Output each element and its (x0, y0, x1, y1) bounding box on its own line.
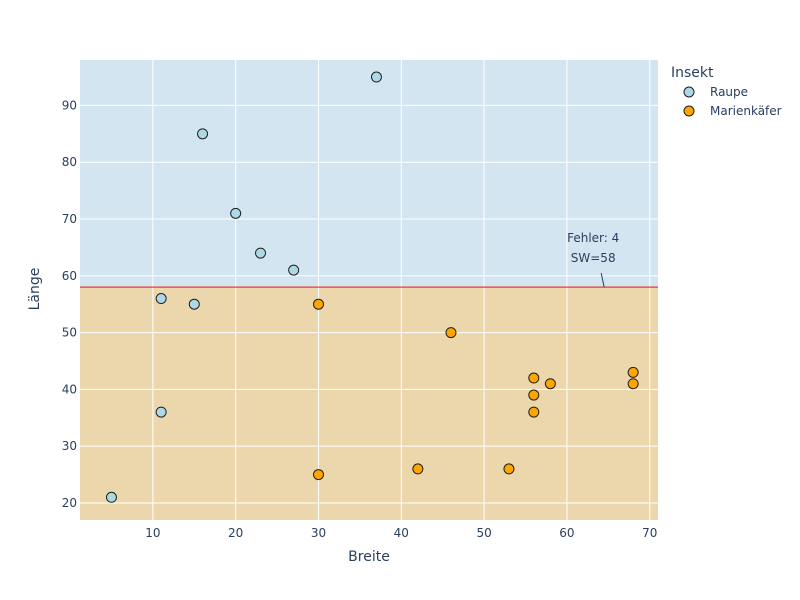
grid-lines (80, 60, 658, 520)
y-tick-label: 90 (62, 98, 77, 112)
y-tick-label: 50 (62, 326, 77, 340)
legend-label-1: Marienkäfer (710, 104, 782, 118)
data-point-1 (627, 366, 639, 378)
data-point-0 (188, 298, 200, 310)
data-points (105, 71, 639, 503)
data-point-1 (528, 406, 540, 418)
legend-marker-0 (683, 86, 695, 98)
x-tick-label: 40 (394, 526, 409, 540)
x-tick-label: 70 (642, 526, 657, 540)
x-tick-label: 60 (559, 526, 574, 540)
x-axis-title: Breite (348, 549, 390, 565)
data-point-1 (445, 327, 457, 339)
data-point-1 (412, 463, 424, 475)
x-tick-label: 50 (476, 526, 491, 540)
y-tick-label: 80 (62, 155, 77, 169)
data-point-0 (155, 293, 167, 305)
y-axis-title: Länge (27, 268, 43, 311)
region-1 (80, 287, 658, 520)
data-point-1 (503, 463, 515, 475)
background-regions (80, 60, 658, 520)
y-tick-label: 60 (62, 269, 77, 283)
legend-marker-1 (683, 105, 695, 117)
legend-label-0: Raupe (710, 85, 748, 99)
annotation-arrow (600, 273, 605, 288)
x-tick-label: 20 (228, 526, 243, 540)
legend-title: Insekt (671, 65, 714, 81)
x-axis-ticks: 10 20 30 40 50 60 70 (145, 526, 657, 540)
data-point-1 (312, 469, 324, 481)
annotation-line-0: Fehler: 4 (567, 231, 619, 245)
y-tick-label: 70 (62, 212, 77, 226)
y-tick-label: 30 (62, 439, 77, 453)
data-point-0 (197, 128, 209, 140)
legend-items: Raupe Marienkäfer (683, 85, 782, 118)
data-point-1 (312, 298, 324, 310)
data-point-1 (528, 372, 540, 384)
annotation-line-1: SW=58 (571, 251, 616, 265)
data-point-0 (288, 264, 300, 276)
data-point-1 (544, 378, 556, 390)
y-tick-label: 20 (62, 496, 77, 510)
data-point-0 (105, 491, 117, 503)
x-tick-label: 10 (145, 526, 160, 540)
legend: Insekt Raupe Marienkäfer (671, 65, 782, 118)
y-axis-ticks: 20 30 40 50 60 70 80 90 (62, 98, 77, 510)
x-tick-label: 30 (311, 526, 326, 540)
data-point-1 (528, 389, 540, 401)
threshold-annotation: Fehler: 4 SW=58 (567, 231, 619, 288)
data-point-0 (155, 406, 167, 418)
y-tick-label: 40 (62, 382, 77, 396)
data-point-0 (230, 207, 242, 219)
region-0 (80, 60, 658, 288)
data-point-0 (370, 71, 382, 83)
data-point-1 (627, 378, 639, 390)
data-point-0 (255, 247, 267, 259)
